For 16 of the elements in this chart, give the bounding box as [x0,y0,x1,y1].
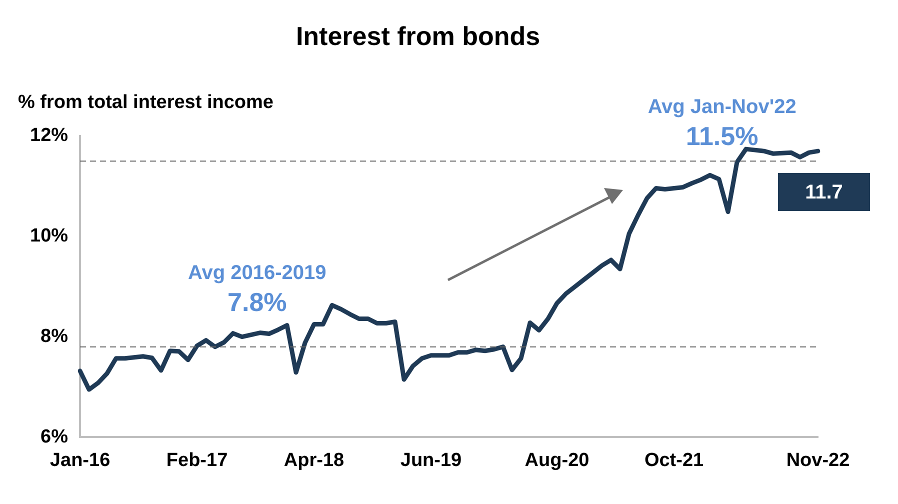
x-tick-label: Oct-21 [644,450,704,471]
x-tick-label: Aug-20 [524,450,590,471]
chart-subtitle: % from total interest income [18,92,274,113]
x-tick-label: Nov-22 [786,450,850,471]
x-tick-label: Jun-19 [400,450,462,471]
x-tick-label: Apr-18 [284,450,344,471]
ref-line-label: Avg 2016-2019 7.8% [188,262,326,317]
x-tick-label: Jan-16 [50,450,110,471]
y-tick-label: 6% [40,426,68,448]
ref-line-label: Avg Jan-Nov'22 11.5% [648,96,796,152]
chart-title: Interest from bonds [296,20,540,51]
y-tick-label: 8% [40,326,68,348]
x-tick-label: Feb-17 [166,450,228,471]
y-tick-label: 12% [30,125,68,146]
y-tick-label: 10% [30,226,68,247]
annotation: 11.7 [805,182,843,204]
